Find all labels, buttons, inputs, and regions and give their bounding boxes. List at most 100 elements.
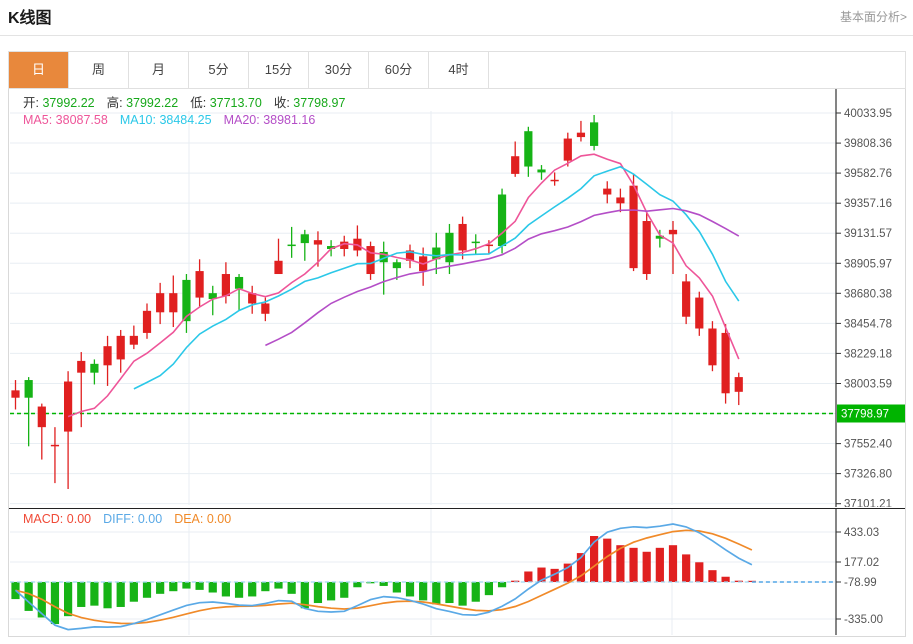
candle-body	[248, 293, 257, 304]
macd-bar	[24, 582, 33, 611]
candle-body	[234, 276, 244, 289]
price-tick-label: 37101.21	[844, 499, 892, 507]
macd-bar	[221, 582, 230, 597]
candle-body	[274, 260, 283, 275]
candle-body	[432, 247, 441, 260]
tab-30分[interactable]: 30分	[309, 52, 369, 88]
macd-bar	[497, 582, 507, 588]
macd-bar	[287, 582, 296, 594]
macd-bar	[734, 580, 743, 582]
price-tick-label: 39131.57	[844, 228, 892, 240]
ma-line-20	[265, 207, 740, 347]
price-tick-label: 39582.76	[844, 168, 892, 180]
candle-body	[208, 293, 217, 300]
price-tick-label: 37552.40	[844, 439, 892, 451]
tab-5分[interactable]: 5分	[189, 52, 249, 88]
candle-series	[11, 115, 743, 489]
candle-body	[195, 271, 204, 298]
macd-bar	[234, 582, 244, 598]
candle-body	[550, 179, 559, 182]
price-tick-label: 40033.95	[844, 108, 892, 120]
macd-bar	[721, 576, 730, 582]
current-price-tag	[837, 404, 905, 423]
candle-body	[405, 250, 415, 261]
price-tick-label: 37326.80	[844, 469, 892, 481]
tab-15分[interactable]: 15分	[249, 52, 309, 88]
macd-pane: 433.03 177.02 -78.99 -335.00 MACD: 0.00 DIFF…	[9, 508, 905, 636]
candle-body	[471, 241, 480, 244]
macd-bar	[405, 582, 415, 597]
tab-日[interactable]: 日	[9, 52, 69, 88]
candle-body	[445, 232, 454, 263]
macd-bar	[248, 582, 257, 597]
macd-bar	[327, 582, 336, 601]
candle-body	[24, 380, 33, 398]
price-tick-label: 38680.38	[844, 288, 892, 300]
macd-chart-svg[interactable]: 433.03 177.02 -78.99 -335.00	[9, 509, 905, 635]
macd-bar	[550, 568, 559, 582]
macd-bar	[537, 567, 546, 582]
period-tabbar: 日周月 5分 15分 30分 60分 4时	[8, 51, 906, 89]
price-tick-label: 38003.59	[844, 379, 892, 391]
macd-bar	[655, 547, 664, 582]
candle-body	[682, 281, 691, 317]
macd-bar	[590, 536, 599, 582]
macd-bar	[103, 582, 112, 609]
macd-bar	[195, 582, 204, 590]
candle-body	[169, 293, 178, 313]
macd-bar	[64, 582, 73, 617]
macd-bar	[642, 551, 651, 582]
macd-bar	[300, 582, 309, 609]
candle-body	[695, 297, 704, 329]
tab-4时[interactable]: 4时	[429, 52, 489, 88]
candle-body	[576, 132, 586, 138]
candle-body	[340, 241, 349, 249]
candle-body	[156, 293, 165, 313]
price-tick-label: 38905.97	[844, 258, 892, 270]
tab-60分[interactable]: 60分	[369, 52, 429, 88]
candle-body	[287, 244, 296, 247]
candle-body	[392, 262, 401, 269]
macd-bar	[695, 562, 704, 582]
macd-bar	[392, 582, 401, 593]
macd-bar	[432, 582, 441, 605]
macd-bar	[340, 582, 349, 598]
macd-diff-line	[14, 523, 753, 631]
macd-tick-label: 433.03	[844, 527, 879, 539]
macd-bar	[445, 582, 454, 604]
macd-bar	[603, 538, 612, 582]
candle-body	[721, 332, 730, 394]
price-tick-label: 38229.18	[844, 348, 892, 360]
macd-bar	[668, 545, 678, 582]
macd-bar	[116, 582, 125, 607]
candle-body	[642, 221, 651, 275]
header-divider	[0, 35, 913, 36]
ma-line-5	[67, 153, 740, 418]
macd-bar	[366, 582, 375, 584]
macd-bar	[471, 582, 480, 602]
candle-body	[313, 240, 323, 245]
macd-bar	[208, 582, 217, 593]
price-tick-label: 39808.36	[844, 138, 892, 150]
page-header: K线图 基本面分析>	[0, 0, 913, 36]
candle-body	[668, 229, 678, 235]
candle-body	[129, 335, 138, 345]
tab-周[interactable]: 周	[69, 52, 129, 88]
macd-bar	[484, 582, 493, 596]
macd-bar	[524, 571, 533, 582]
macd-bar	[379, 582, 388, 586]
current-price-tag-label: 37798.97	[841, 409, 889, 421]
macd-bar	[576, 553, 586, 582]
candle-body	[603, 188, 612, 195]
candle-body	[261, 303, 270, 314]
candle-body	[537, 169, 546, 173]
price-chart-svg[interactable]: 40033.95 39808.36 39582.76 39357.16 39131.57…	[9, 89, 905, 507]
macd-bar	[616, 545, 625, 582]
fundamental-analysis-link[interactable]: 基本面分析>	[839, 10, 907, 24]
candle-body	[590, 122, 599, 146]
candle-body	[734, 377, 743, 392]
macd-bar	[182, 582, 191, 589]
tab-月[interactable]: 月	[129, 52, 189, 88]
macd-bar	[129, 582, 138, 602]
macd-bar	[629, 547, 638, 582]
